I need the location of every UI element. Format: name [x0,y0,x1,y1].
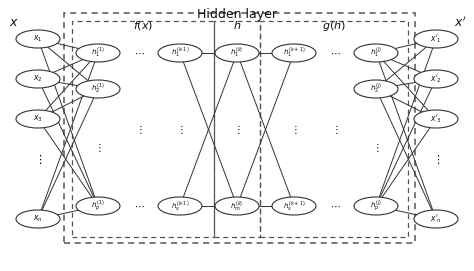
Text: $g(h)$: $g(h)$ [322,19,346,33]
Text: $x_2$: $x_2$ [33,74,43,84]
Ellipse shape [76,80,120,98]
Bar [260,21,408,237]
Ellipse shape [354,80,398,98]
Text: $h^{(k\text{-}1)}_s$: $h^{(k\text{-}1)}_s$ [171,199,189,213]
Ellipse shape [414,30,458,48]
Ellipse shape [354,197,398,215]
Text: $h^{(k+1)}_1$: $h^{(k+1)}_1$ [283,46,305,60]
Text: $\vdots$: $\vdots$ [331,122,339,136]
Bar [72,21,214,237]
Text: Hidden layer: Hidden layer [197,8,277,21]
Text: $\vdots$: $\vdots$ [34,153,42,166]
Text: $x_1$: $x_1$ [33,34,43,44]
Text: $h^{(1)}_1$: $h^{(1)}_1$ [91,46,105,60]
Text: $h^{(1)}_p$: $h^{(1)}_p$ [91,199,105,214]
Text: $h^{(j)}_2$: $h^{(j)}_2$ [370,82,382,96]
Text: $\vdots$: $\vdots$ [176,122,184,136]
Text: $\cdots$: $\cdots$ [330,201,340,211]
Ellipse shape [272,44,316,62]
Text: $h^{(k+1)}_s$: $h^{(k+1)}_s$ [283,199,305,213]
Text: $h$: $h$ [233,19,241,31]
Text: $x_3$: $x_3$ [33,114,43,124]
Text: $x'_n$: $x'_n$ [430,213,442,225]
Ellipse shape [215,44,259,62]
Bar [64,13,415,243]
Text: $x$: $x$ [9,17,19,30]
Ellipse shape [414,210,458,228]
Ellipse shape [414,70,458,88]
Text: $h^{(k)}_m$: $h^{(k)}_m$ [230,199,244,213]
Text: $h^{(1)}_2$: $h^{(1)}_2$ [91,82,105,96]
Text: $h^{(k)}_1$: $h^{(k)}_1$ [230,46,244,60]
Ellipse shape [16,210,60,228]
Text: $\cdots$: $\cdots$ [134,48,144,58]
Ellipse shape [158,197,202,215]
Text: $\vdots$: $\vdots$ [94,140,102,153]
Text: $\cdots$: $\cdots$ [330,48,340,58]
Text: $h^{(j)}_p$: $h^{(j)}_p$ [370,199,382,214]
Text: $h^{(k\text{-}1)}_1$: $h^{(k\text{-}1)}_1$ [171,46,189,60]
Ellipse shape [414,110,458,128]
Ellipse shape [354,44,398,62]
Text: $x'_2$: $x'_2$ [430,73,442,85]
Text: $x'_3$: $x'_3$ [430,113,442,125]
Text: $\vdots$: $\vdots$ [432,153,440,166]
Text: $h^{(j)}_1$: $h^{(j)}_1$ [370,46,382,60]
Text: $x_n$: $x_n$ [33,214,43,224]
Text: $\vdots$: $\vdots$ [372,140,380,153]
Text: $\cdots$: $\cdots$ [134,201,144,211]
Text: $f(x)$: $f(x)$ [133,19,153,32]
Text: $x'$: $x'$ [454,16,466,30]
Text: $\vdots$: $\vdots$ [233,122,241,136]
Ellipse shape [16,30,60,48]
Ellipse shape [76,197,120,215]
Ellipse shape [215,197,259,215]
Text: $\vdots$: $\vdots$ [290,122,298,136]
Ellipse shape [272,197,316,215]
Ellipse shape [76,44,120,62]
Text: $x'_1$: $x'_1$ [430,33,442,45]
Ellipse shape [16,70,60,88]
Text: $\vdots$: $\vdots$ [135,122,143,136]
Ellipse shape [158,44,202,62]
Bar [214,21,260,237]
Ellipse shape [16,110,60,128]
